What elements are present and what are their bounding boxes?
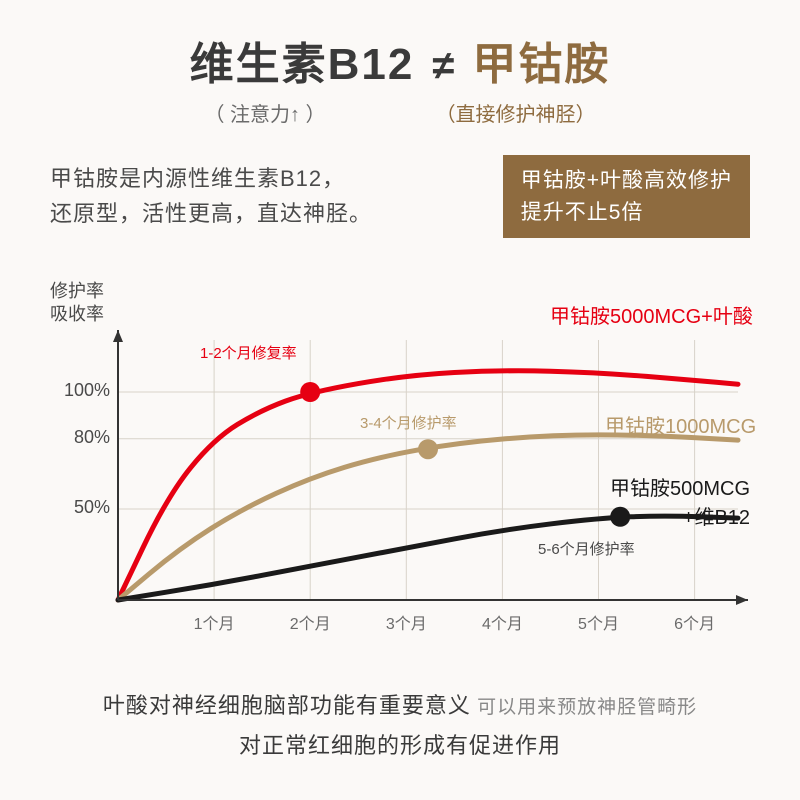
y-tick-label: 100% [60, 380, 110, 401]
badge-line-1: 甲钴胺+叶酸高效修护 [521, 165, 732, 197]
y-tick-label: 80% [60, 427, 110, 448]
title-left: 维生素B12 [190, 28, 415, 92]
subtitle-right: （直接修护神胫） [436, 98, 596, 127]
x-tick-label: 6个月 [674, 610, 715, 634]
title-right: 甲钴胺 [472, 28, 610, 92]
series-label-red: 甲钴胺5000MCG+叶酸 [550, 300, 753, 329]
x-tick-label: 5个月 [578, 610, 619, 634]
series-label-tan: 甲钴胺1000MCG [605, 410, 756, 439]
badge-line-2: 提升不止5倍 [521, 197, 732, 229]
series-label-black: 甲钴胺500MCG+维B12 [610, 472, 750, 530]
series-annot-black: 5-6个月修护率 [538, 538, 635, 559]
chart: 修护率 吸收率 50%80%100%1个月2个月3个月4个月5个月6个月甲钴胺5… [50, 280, 750, 650]
x-tick-label: 4个月 [482, 610, 523, 634]
chart-svg [50, 280, 750, 650]
highlight-badge: 甲钴胺+叶酸高效修护 提升不止5倍 [503, 155, 750, 238]
desc-line-2: 还原型，活性更高，直达神胫。 [50, 197, 372, 231]
footer-line-2: 对正常红细胞的形成有促进作用 [40, 728, 760, 760]
x-tick-label: 3个月 [386, 610, 427, 634]
y-tick-label: 50% [60, 497, 110, 518]
footer-line-1: 叶酸对神经细胞脑部功能有重要意义 可以用来预放神胫管畸形 [40, 688, 760, 720]
subtitle-left: （ 注意力↑ ） [204, 98, 325, 127]
desc-line-1: 甲钴胺是内源性维生素B12， [50, 162, 372, 196]
x-tick-label: 2个月 [290, 610, 331, 634]
description-row: 甲钴胺是内源性维生素B12， 还原型，活性更高，直达神胫。 甲钴胺+叶酸高效修护… [0, 127, 800, 238]
description-text: 甲钴胺是内源性维生素B12， 还原型，活性更高，直达神胫。 [50, 162, 372, 230]
header: 维生素B12 ≠ 甲钴胺 （ 注意力↑ ） （直接修护神胫） [0, 0, 800, 127]
header-sub: （ 注意力↑ ） （直接修护神胫） [0, 98, 800, 127]
footer-gray: 可以用来预放神胫管畸形 [471, 697, 697, 718]
series-annot-tan: 3-4个月修护率 [360, 412, 457, 433]
series-annot-red: 1-2个月修复率 [200, 342, 297, 363]
footer: 叶酸对神经细胞脑部功能有重要意义 可以用来预放神胫管畸形 对正常红细胞的形成有促… [0, 688, 800, 760]
not-equal-symbol: ≠ [432, 44, 454, 89]
x-tick-label: 1个月 [194, 610, 235, 634]
header-main: 维生素B12 ≠ 甲钴胺 [0, 28, 800, 92]
footer-bold: 叶酸对神经细胞脑部功能有重要意义 [103, 693, 471, 718]
